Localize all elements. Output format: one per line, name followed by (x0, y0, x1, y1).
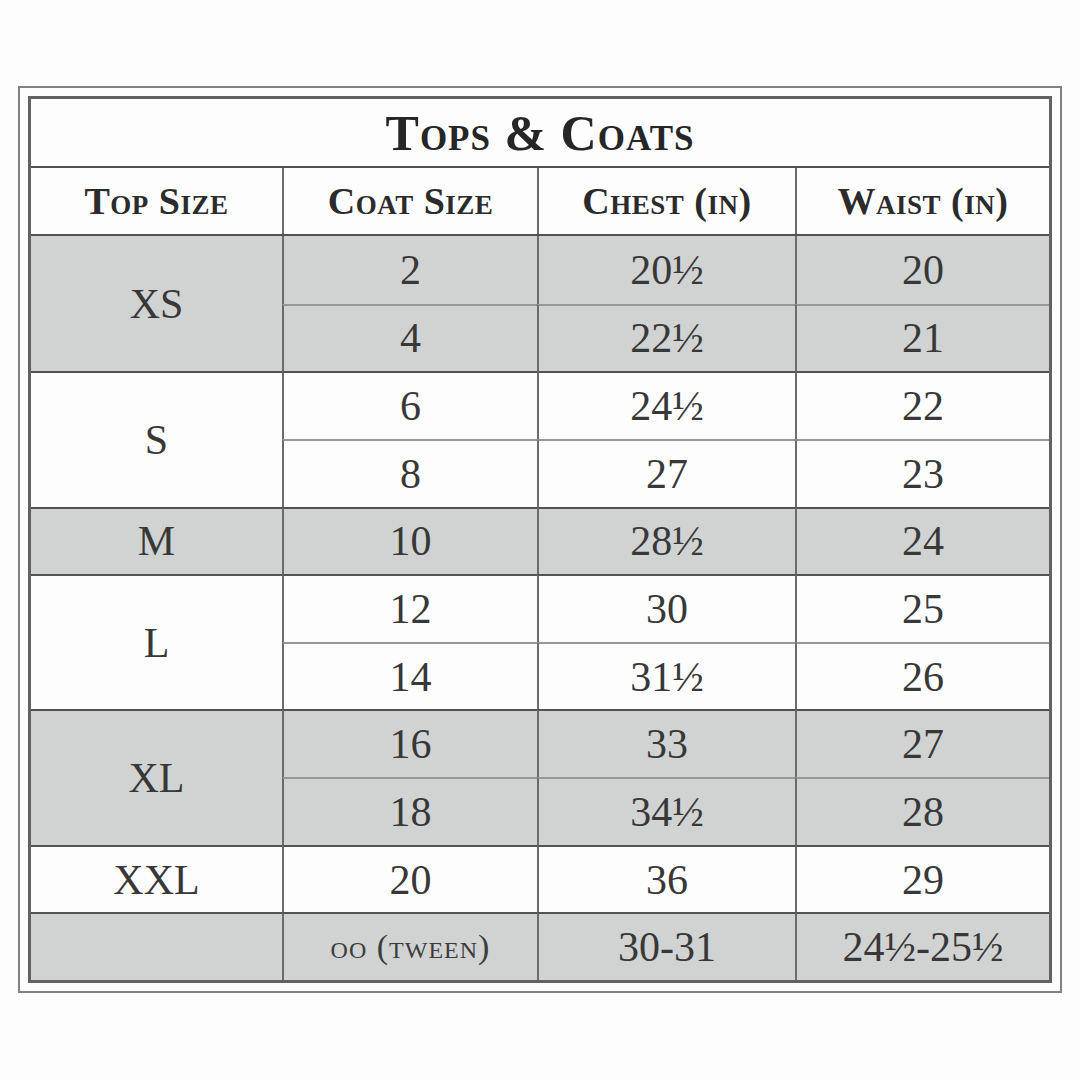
table-cell-waist: 24 (795, 507, 1049, 575)
table-cell-coat: 10 (282, 507, 537, 575)
table-cell-waist: 23 (795, 439, 1049, 507)
table-cell-coat: 4 (282, 304, 537, 372)
top-size-l: L (31, 574, 282, 709)
table-cell-coat: 20 (282, 845, 537, 913)
size-chart-frame: Tops & Coats Top Size Coat Size Chest (i… (18, 86, 1062, 993)
table-cell-coat-tween: oo (tween) (282, 912, 537, 980)
table-cell-coat: 2 (282, 236, 537, 304)
table-cell-coat: 14 (282, 642, 537, 710)
table-cell-coat: 6 (282, 371, 537, 439)
table-title: Tops & Coats (31, 99, 1049, 168)
table-cell-waist: 26 (795, 642, 1049, 710)
top-size-xxl: XXL (31, 845, 282, 913)
table-cell-waist: 20 (795, 236, 1049, 304)
top-size-xl: XL (31, 709, 282, 844)
table-cell-coat: 12 (282, 574, 537, 642)
table-cell-chest: 31½ (537, 642, 795, 710)
table-cell-chest: 22½ (537, 304, 795, 372)
table-cell-chest: 36 (537, 845, 795, 913)
table-header: Top Size Coat Size Chest (in) Waist (in) (31, 168, 1049, 236)
table-cell-chest: 20½ (537, 236, 795, 304)
table-cell-waist: 22 (795, 371, 1049, 439)
table-cell-coat: 8 (282, 439, 537, 507)
table-cell-waist: 21 (795, 304, 1049, 372)
size-chart-table: Tops & Coats Top Size Coat Size Chest (i… (28, 96, 1052, 983)
table-cell-waist: 24½-25½ (795, 912, 1049, 980)
col-header-coat-size: Coat Size (282, 168, 537, 234)
table-cell-chest: 28½ (537, 507, 795, 575)
col-header-chest: Chest (in) (537, 168, 795, 234)
top-size-xs: XS (31, 236, 282, 371)
table-body: XS S M L XL XXL 2 20½ 20 4 22½ 21 6 24½ … (31, 236, 1049, 980)
table-cell-chest: 30-31 (537, 912, 795, 980)
table-cell-chest: 33 (537, 709, 795, 777)
table-cell-chest: 27 (537, 439, 795, 507)
table-cell-waist: 28 (795, 777, 1049, 845)
top-size-s: S (31, 371, 282, 506)
table-cell-coat: 18 (282, 777, 537, 845)
table-cell-chest: 24½ (537, 371, 795, 439)
top-size-m: M (31, 507, 282, 575)
col-header-waist: Waist (in) (795, 168, 1049, 234)
col-header-top-size: Top Size (31, 168, 282, 234)
table-cell-waist: 29 (795, 845, 1049, 913)
table-cell-chest: 30 (537, 574, 795, 642)
table-cell-chest: 34½ (537, 777, 795, 845)
top-size-empty (31, 912, 282, 980)
table-cell-waist: 25 (795, 574, 1049, 642)
table-cell-waist: 27 (795, 709, 1049, 777)
table-cell-coat: 16 (282, 709, 537, 777)
